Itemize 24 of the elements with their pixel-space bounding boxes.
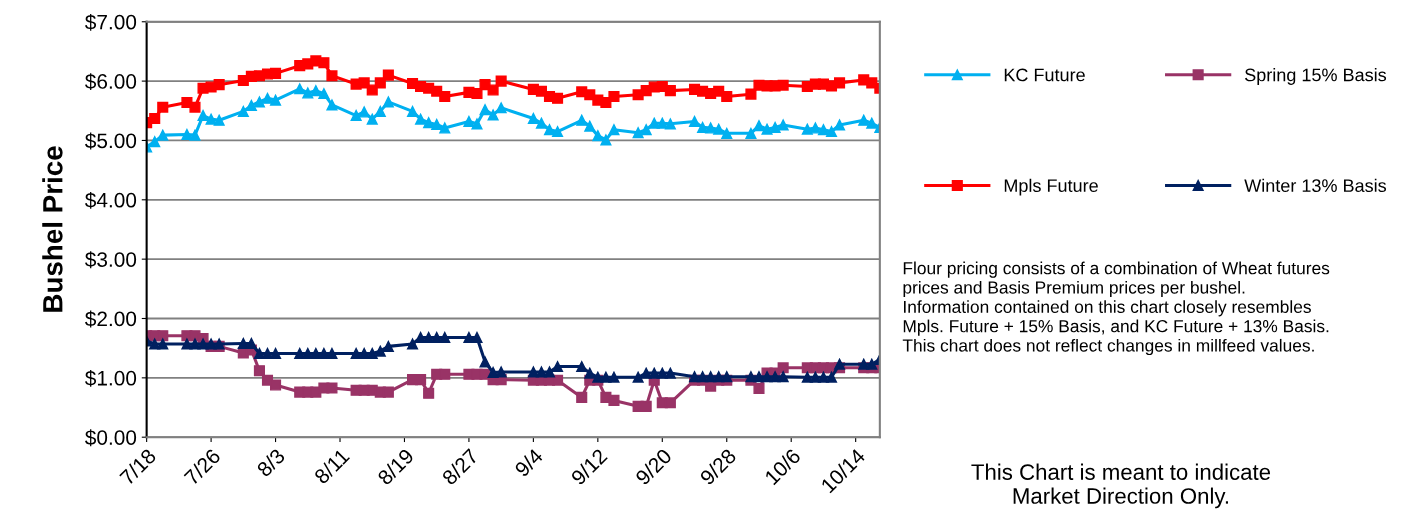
x-tick-label: 9/4 <box>513 447 544 478</box>
y-tick-label: $6.00 <box>85 73 137 91</box>
legend-label: Mpls Future <box>1004 178 1098 196</box>
y-tick-label: $5.00 <box>85 132 137 150</box>
x-tick-label: 7/26 <box>183 447 222 486</box>
legend-label: KC Future <box>1004 68 1085 82</box>
x-tick-label: 9/28 <box>698 447 737 486</box>
y-tick-label: $2.00 <box>85 310 137 328</box>
x-tick-label: 8/3 <box>255 447 286 478</box>
legend-label: Spring 15% Basis <box>1245 68 1387 85</box>
y-tick-label: $4.00 <box>85 191 137 209</box>
text: This Chart is meant to indicate Market Direction Only. <box>971 463 1271 509</box>
legend-label: Winter 13% Basis <box>1244 178 1387 193</box>
x-tick-label: 8/11 <box>313 447 351 485</box>
x-tick-label: 9/20 <box>634 447 673 486</box>
y-axis-title: Bushel Price <box>42 146 63 312</box>
text: Flour pricing consists of a combination of Wheat futures prices and Basis Premium prices per bushel. Information contained on this chart closely resembles Mpls. Future + 15% Basis, and KC Future + 13% Basis. This chart does not reflect changes in millfeed values. <box>902 261 1330 356</box>
y-tick-label: $0.00 <box>85 429 137 447</box>
x-tick-label: 9/12 <box>569 447 608 486</box>
y-tick-label: $7.00 <box>85 13 137 31</box>
y-tick-label: $3.00 <box>85 251 137 269</box>
x-tick-label: 8/19 <box>376 447 415 486</box>
x-tick-label: 7/18 <box>118 447 157 486</box>
y-tick-label: $1.00 <box>85 369 137 387</box>
